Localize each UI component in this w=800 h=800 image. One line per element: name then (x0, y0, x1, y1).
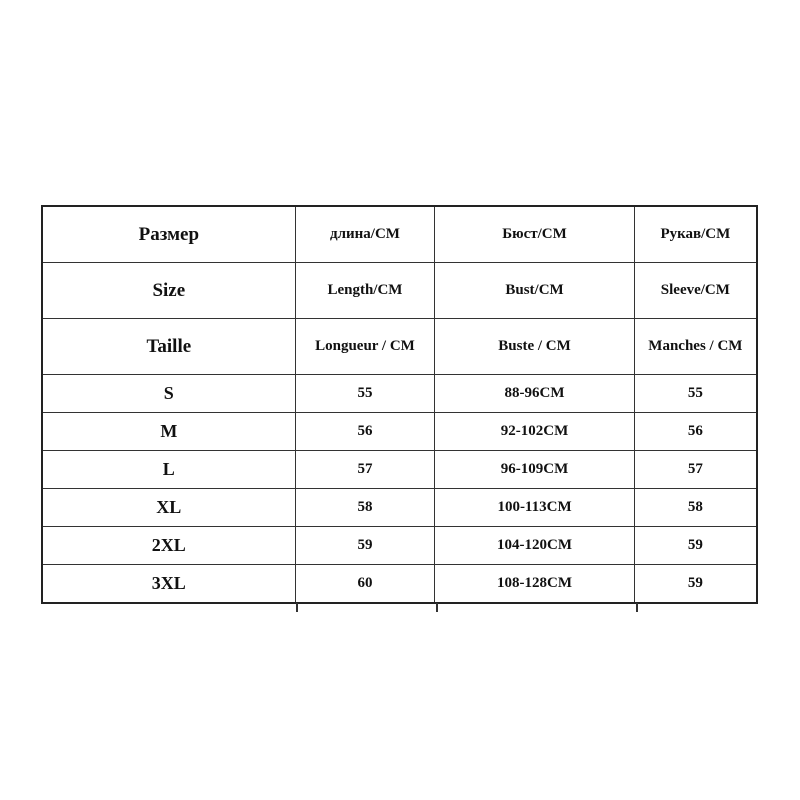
bust-cell: 104-120CM (434, 526, 635, 565)
table-row: 3XL 60 108-128CM 59 (41, 564, 758, 604)
sleeve-cell: Рукав/CM (633, 205, 758, 263)
length-cell: Longueur / CM (294, 318, 436, 375)
sleeve-cell: 57 (633, 450, 758, 489)
header-row: Size Length/CM Bust/CM Sleeve/CM (41, 262, 758, 319)
bust-cell: 92-102CM (434, 412, 635, 451)
table-row: S 55 88-96CM 55 (41, 374, 758, 413)
size-cell: Size (41, 262, 296, 319)
bust-cell: 88-96CM (434, 374, 635, 413)
size-cell: Taille (41, 318, 296, 375)
length-cell: 57 (294, 450, 436, 489)
length-cell: 55 (294, 374, 436, 413)
grid-line (636, 603, 638, 612)
bust-cell: Bust/CM (434, 262, 635, 319)
bust-cell: Бюст/CM (434, 205, 635, 263)
length-cell: 56 (294, 412, 436, 451)
sleeve-cell: 59 (633, 564, 758, 604)
size-cell: S (41, 374, 296, 413)
sleeve-cell: 56 (633, 412, 758, 451)
sleeve-cell: 59 (633, 526, 758, 565)
bust-cell: 96-109CM (434, 450, 635, 489)
length-cell: 59 (294, 526, 436, 565)
grid-line (436, 603, 438, 612)
size-cell: 2XL (41, 526, 296, 565)
bust-cell: 100-113CM (434, 488, 635, 527)
table-row: L 57 96-109CM 57 (41, 450, 758, 489)
sleeve-cell: Manches / CM (633, 318, 758, 375)
length-cell: Length/CM (294, 262, 436, 319)
sleeve-cell: 55 (633, 374, 758, 413)
length-cell: 58 (294, 488, 436, 527)
grid-line (296, 603, 298, 612)
size-chart-table: Размер длина/CM Бюст/CM Рукав/CM Size Length/… (41, 205, 758, 604)
sleeve-cell: Sleeve/CM (633, 262, 758, 319)
size-cell: L (41, 450, 296, 489)
size-cell: 3XL (41, 564, 296, 604)
table-row: XL 58 100-113CM 58 (41, 488, 758, 527)
size-cell: Размер (41, 205, 296, 263)
bust-cell: Buste / CM (434, 318, 635, 375)
table-row: 2XL 59 104-120CM 59 (41, 526, 758, 565)
header-row: Taille Longueur / CM Buste / CM Manches / C… (41, 318, 758, 375)
table-row: M 56 92-102CM 56 (41, 412, 758, 451)
sleeve-cell: 58 (633, 488, 758, 527)
size-cell: XL (41, 488, 296, 527)
header-row: Размер длина/CM Бюст/CM Рукав/CM (41, 205, 758, 263)
length-cell: длина/CM (294, 205, 436, 263)
bust-cell: 108-128CM (434, 564, 635, 604)
size-cell: M (41, 412, 296, 451)
length-cell: 60 (294, 564, 436, 604)
